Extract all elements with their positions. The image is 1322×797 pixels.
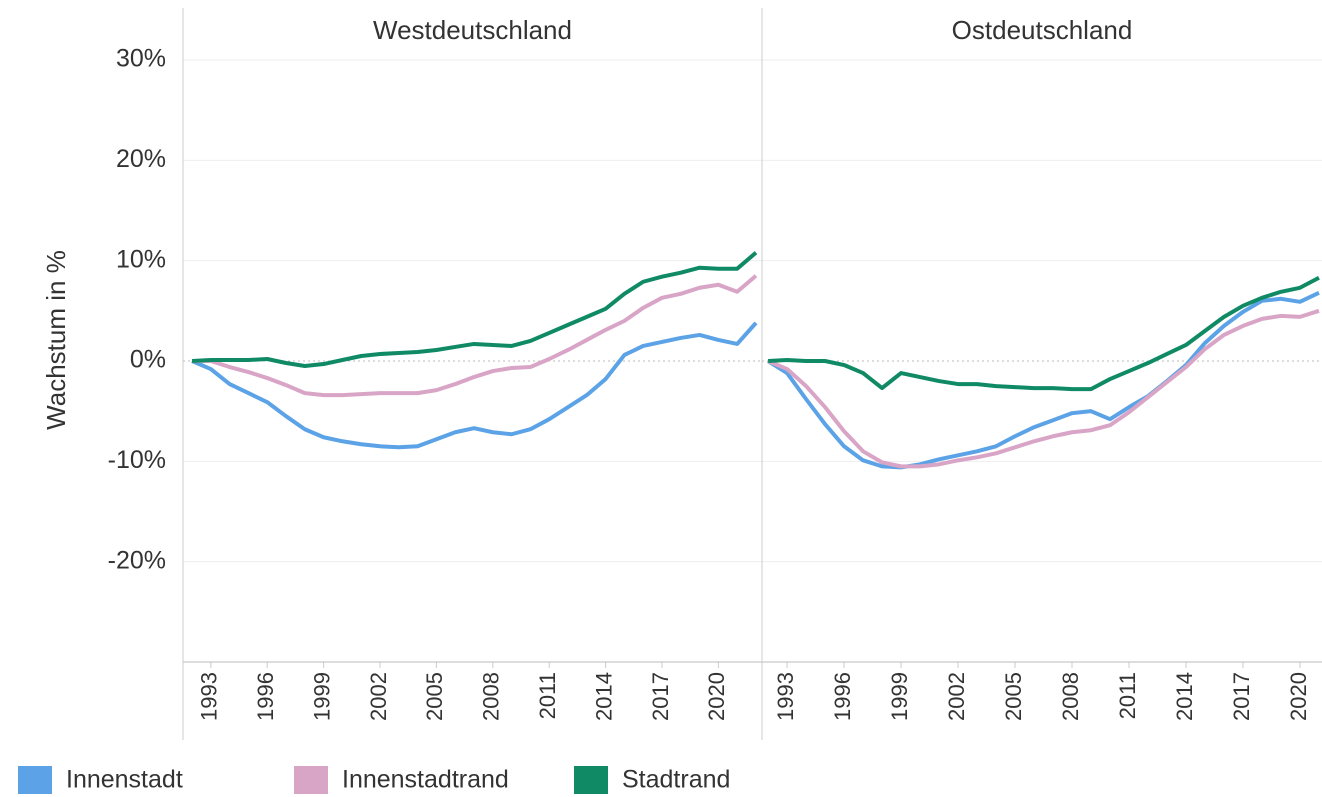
legend-label: Innenstadt [66, 766, 183, 794]
legend-swatch [18, 766, 52, 794]
x-tick-label: 2014 [591, 672, 616, 721]
x-tick-label: 2014 [1172, 672, 1197, 721]
x-tick-label: 2002 [944, 672, 969, 721]
plot [767, 275, 1320, 470]
x-tick-label: 2005 [1001, 672, 1026, 721]
x-tick-label: 2011 [1115, 672, 1140, 719]
x-tick-label: 2008 [479, 672, 504, 721]
x-tick-label: 2020 [1286, 672, 1311, 721]
plot [191, 251, 758, 450]
x-tick-label: 2002 [366, 672, 391, 721]
series-line [191, 251, 758, 369]
legend-swatch [574, 766, 608, 794]
series-line [767, 290, 1320, 470]
legend-swatch [294, 766, 328, 794]
y-tick-label: 30% [116, 45, 166, 73]
y-tick-label: -20% [108, 546, 166, 574]
x-tick-label: 1993 [197, 672, 222, 721]
x-tick-label: 1996 [830, 672, 855, 721]
x-tick-label: 1996 [253, 672, 278, 721]
x-tick-label: 2017 [648, 672, 673, 721]
legend-label: Stadtrand [622, 766, 730, 794]
legend-label: Innenstadtrand [342, 766, 509, 794]
series-line [191, 321, 758, 450]
x-tick-label: 2017 [1229, 672, 1254, 721]
y-tick-label: -10% [108, 446, 166, 474]
y-tick-label: 20% [116, 145, 166, 173]
x-tick-label: 1999 [309, 672, 334, 721]
series-line [767, 308, 1320, 469]
y-axis-label: Wachstum in % [41, 250, 71, 430]
y-tick-label: 10% [116, 245, 166, 273]
x-tick-label: 2020 [704, 672, 729, 721]
facet-title: Westdeutschland [373, 15, 572, 45]
x-tick-label: 1999 [887, 672, 912, 721]
x-tick-label: 2005 [422, 672, 447, 721]
x-tick-label: 1993 [773, 672, 798, 721]
facet-title: Ostdeutschland [952, 15, 1133, 45]
x-tick-label: 2011 [535, 672, 560, 719]
series-line [767, 275, 1320, 392]
x-tick-label: 2008 [1058, 672, 1083, 721]
series-line [192, 274, 758, 398]
y-tick-label: 0% [130, 346, 166, 374]
